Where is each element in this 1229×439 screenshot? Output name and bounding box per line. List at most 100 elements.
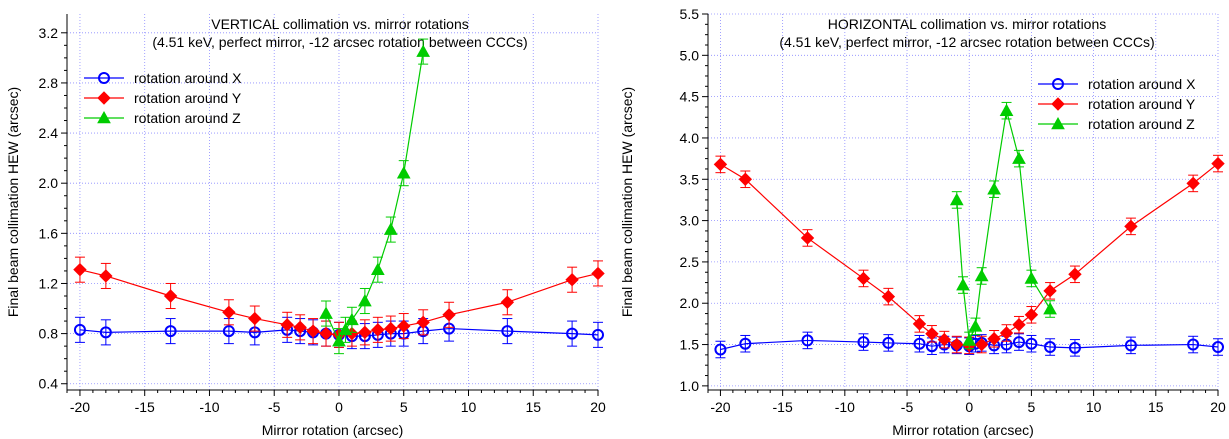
y-tick-label: 5.5 bbox=[680, 6, 700, 22]
x-tick-label: 5 bbox=[400, 399, 408, 415]
chart-title: HORIZONTAL collimation vs. mirror rotati… bbox=[828, 16, 1107, 32]
y-tick-label: 3.5 bbox=[680, 171, 700, 187]
data-point bbox=[1186, 176, 1200, 191]
legend-marker bbox=[98, 72, 110, 84]
data-point bbox=[345, 312, 359, 326]
y-tick-label: 0.4 bbox=[39, 376, 59, 392]
series-2 bbox=[73, 256, 605, 348]
data-point bbox=[987, 332, 1001, 346]
chart-title: VERTICAL collimation vs. mirror rotation… bbox=[211, 16, 469, 32]
x-tick-label: 20 bbox=[590, 399, 606, 415]
data-point bbox=[1068, 341, 1081, 354]
vertical-collimation-chart: -20 -15 -10 -5 0 5 10 15 20 0.4 0.8 1.2 1.6 2.0 2.4 2.8… bbox=[5, 14, 606, 438]
legend-label: rotation around Z bbox=[134, 110, 241, 126]
x-tick-label: 15 bbox=[1148, 399, 1164, 415]
x-tick-label: -10 bbox=[835, 399, 855, 415]
data-point bbox=[371, 323, 385, 337]
data-point bbox=[358, 325, 372, 340]
y-tick-label: 2.0 bbox=[680, 295, 700, 311]
data-point bbox=[73, 262, 87, 277]
data-point bbox=[1124, 219, 1138, 234]
x-axis-label: Mirror rotation (arcsec) bbox=[892, 422, 1034, 438]
data-point bbox=[912, 317, 927, 331]
data-point bbox=[99, 326, 112, 339]
x-tick-label: -20 bbox=[710, 399, 730, 415]
data-point bbox=[416, 44, 431, 57]
data-point bbox=[937, 332, 952, 347]
data-point bbox=[962, 333, 977, 346]
data-point bbox=[801, 334, 814, 347]
y-tick-label: 5.0 bbox=[680, 47, 700, 63]
x-axis-label: Mirror rotation (arcsec) bbox=[262, 422, 404, 438]
data-point bbox=[1043, 301, 1057, 315]
data-point bbox=[1012, 151, 1026, 164]
x-tick-label: -15 bbox=[773, 399, 793, 415]
x-tick-label: 15 bbox=[525, 399, 541, 415]
data-point bbox=[913, 337, 926, 350]
data-point bbox=[592, 328, 604, 341]
legend-marker bbox=[97, 110, 111, 124]
data-point bbox=[384, 321, 398, 336]
legend: rotation around X rotation around Y rotati… bbox=[84, 70, 242, 126]
x-tick-label: -15 bbox=[135, 399, 155, 415]
y-tick-label: 3.2 bbox=[39, 25, 59, 41]
data-point bbox=[1044, 341, 1057, 354]
data-point bbox=[974, 337, 989, 352]
y-tick-label: 2.0 bbox=[39, 175, 59, 191]
data-point bbox=[370, 262, 385, 275]
data-point bbox=[73, 323, 86, 336]
data-point bbox=[319, 326, 333, 341]
y-tick-label: 2.8 bbox=[39, 75, 59, 91]
data-point bbox=[1211, 156, 1225, 171]
y-tick-label: 1.6 bbox=[39, 225, 59, 241]
data-point bbox=[442, 308, 456, 322]
x-tick-label: 20 bbox=[1210, 399, 1226, 415]
data-point bbox=[950, 337, 964, 352]
data-point bbox=[881, 289, 896, 304]
x-tick-label: -10 bbox=[199, 399, 219, 415]
data-point bbox=[248, 311, 262, 326]
data-point bbox=[714, 343, 727, 356]
data-point bbox=[1024, 271, 1039, 284]
data-point bbox=[566, 327, 579, 340]
series-line bbox=[956, 110, 1051, 343]
chart-subtitle: (4.51 keV, perfect mirror, -12 arcsec ro… bbox=[779, 34, 1154, 50]
chart-subtitle: (4.51 keV, perfect mirror, -12 arcsec ro… bbox=[152, 34, 527, 50]
data-point bbox=[800, 231, 815, 245]
legend-marker bbox=[1051, 116, 1065, 130]
legend-label: rotation around Y bbox=[1088, 96, 1196, 112]
data-point bbox=[1043, 284, 1057, 298]
data-point bbox=[500, 295, 515, 309]
data-point bbox=[1025, 337, 1038, 350]
data-point bbox=[222, 305, 236, 320]
y-tick-label: 2.5 bbox=[680, 254, 700, 270]
data-point bbox=[1068, 267, 1082, 282]
legend-label: rotation around X bbox=[134, 70, 242, 86]
data-point bbox=[164, 325, 177, 338]
data-point bbox=[222, 325, 235, 338]
data-point bbox=[591, 266, 605, 281]
y-axis-label: Final beam collimation HEW (arcsec) bbox=[619, 87, 635, 317]
data-point bbox=[280, 318, 294, 332]
series-line bbox=[325, 51, 424, 343]
y-tick-label: 0.8 bbox=[39, 326, 59, 342]
legend-label: rotation around X bbox=[1088, 76, 1196, 92]
x-tick-label: 10 bbox=[461, 399, 477, 415]
grid bbox=[708, 13, 1219, 390]
data-point bbox=[856, 271, 871, 286]
y-tick-label: 2.4 bbox=[39, 125, 59, 141]
x-tick-label: -20 bbox=[70, 399, 90, 415]
y-axis-label: Final beam collimation HEW (arcsec) bbox=[5, 87, 21, 317]
x-tick-label: 5 bbox=[1028, 399, 1036, 415]
y-tick-label: 3.0 bbox=[680, 213, 700, 229]
data-point bbox=[416, 315, 430, 330]
data-point bbox=[713, 157, 728, 172]
y-tick-label: 4.5 bbox=[680, 89, 700, 105]
data-point bbox=[565, 272, 579, 287]
data-point bbox=[319, 306, 333, 319]
data-point bbox=[1212, 341, 1224, 354]
data-point bbox=[293, 320, 307, 335]
legend-marker bbox=[1051, 97, 1065, 111]
legend-marker bbox=[97, 91, 111, 105]
